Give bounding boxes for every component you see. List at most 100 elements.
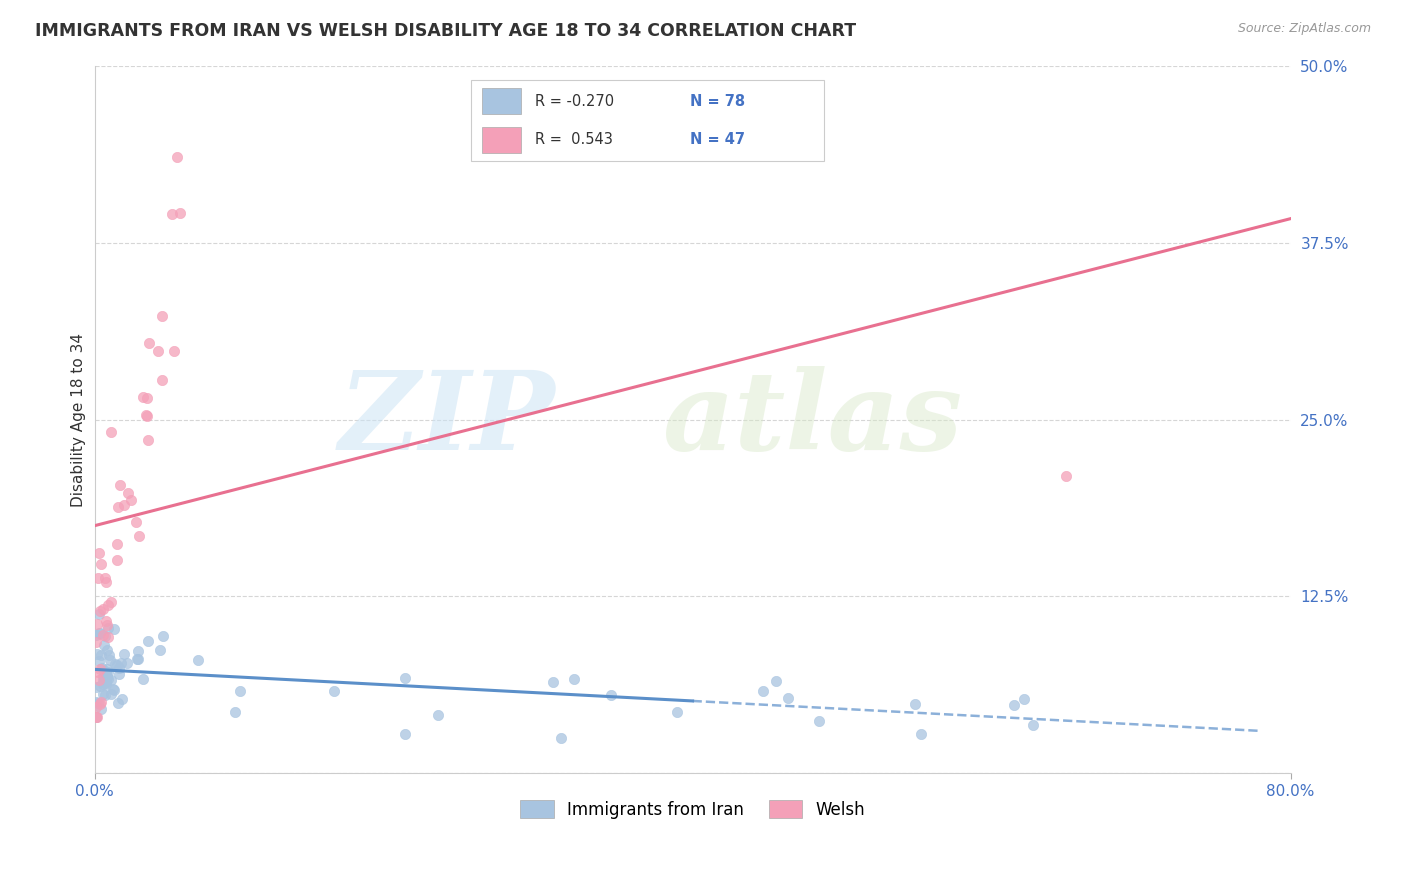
Point	[120, 492, 142, 507]
Point	[394, 727, 416, 741]
Point	[778, 690, 800, 705]
Point	[229, 684, 252, 698]
Point	[752, 683, 775, 698]
Point	[112, 647, 135, 661]
Point	[96, 662, 118, 676]
Point	[97, 621, 120, 635]
Point	[1002, 698, 1025, 713]
Point	[152, 629, 174, 643]
Point	[550, 731, 572, 745]
Point	[87, 673, 110, 687]
Point	[87, 654, 110, 668]
Point	[96, 643, 118, 657]
Point	[427, 707, 450, 722]
Legend: Immigrants from Iran, Welsh: Immigrants from Iran, Welsh	[513, 794, 872, 825]
Point	[107, 500, 129, 514]
Point	[97, 630, 120, 644]
Point	[91, 687, 114, 701]
Point	[163, 344, 186, 359]
Point	[600, 689, 623, 703]
Point	[1054, 469, 1077, 483]
Point	[97, 598, 120, 612]
Point	[1022, 718, 1045, 732]
Point	[84, 635, 107, 649]
Point	[93, 676, 115, 690]
Point	[89, 626, 111, 640]
Point	[100, 687, 122, 701]
Point	[90, 701, 112, 715]
Point	[201, 30, 224, 45]
Point	[87, 696, 110, 710]
Point	[169, 206, 191, 220]
Point	[94, 574, 117, 589]
Point	[97, 665, 120, 680]
Point	[97, 673, 120, 687]
Point	[135, 408, 157, 422]
Point	[104, 657, 127, 671]
Point	[100, 595, 122, 609]
Point	[90, 695, 112, 709]
Point	[101, 681, 124, 696]
Point	[146, 344, 169, 359]
Point	[100, 425, 122, 440]
Point	[94, 673, 117, 687]
Point	[91, 676, 114, 690]
Point	[105, 537, 128, 551]
Point	[84, 695, 107, 709]
Point	[136, 391, 159, 405]
Point	[87, 546, 110, 560]
Point	[117, 486, 139, 500]
Point	[105, 657, 128, 672]
Point	[103, 622, 125, 636]
Point	[127, 643, 149, 657]
Point	[103, 682, 125, 697]
Point	[87, 665, 110, 679]
Point	[108, 661, 131, 675]
Point	[564, 673, 586, 687]
Point	[91, 670, 114, 684]
Point	[150, 373, 173, 387]
Point	[541, 674, 564, 689]
Point	[91, 628, 114, 642]
Text: atlas: atlas	[662, 366, 962, 474]
Point	[84, 710, 107, 724]
Point	[90, 648, 112, 662]
Point	[124, 516, 146, 530]
Point	[84, 628, 107, 642]
Point	[91, 602, 114, 616]
Text: IMMIGRANTS FROM IRAN VS WELSH DISABILITY AGE 18 TO 34 CORRELATION CHART: IMMIGRANTS FROM IRAN VS WELSH DISABILITY…	[35, 22, 856, 40]
Point	[96, 618, 118, 632]
Point	[91, 673, 114, 688]
Point	[224, 705, 246, 719]
Point	[94, 571, 117, 585]
Point	[89, 679, 111, 693]
Point	[1012, 691, 1035, 706]
Point	[84, 700, 107, 714]
Point	[149, 642, 172, 657]
Point	[91, 661, 114, 675]
Text: Source: ZipAtlas.com: Source: ZipAtlas.com	[1237, 22, 1371, 36]
Point	[138, 633, 160, 648]
Point	[87, 571, 110, 585]
Point	[394, 671, 416, 685]
Point	[111, 692, 134, 706]
Point	[112, 498, 135, 512]
Point	[90, 558, 112, 572]
Point	[808, 714, 831, 728]
Point	[166, 150, 188, 164]
Point	[86, 648, 108, 662]
Point	[94, 689, 117, 703]
Point	[136, 433, 159, 447]
Point	[108, 667, 131, 681]
Point	[84, 710, 107, 724]
Point	[125, 652, 148, 666]
Point	[87, 607, 110, 621]
Point	[765, 673, 787, 688]
Point	[89, 625, 111, 640]
Point	[97, 648, 120, 662]
Point	[904, 697, 927, 711]
Point	[107, 696, 129, 710]
Point	[131, 672, 153, 686]
Point	[105, 552, 128, 566]
Point	[160, 207, 183, 221]
